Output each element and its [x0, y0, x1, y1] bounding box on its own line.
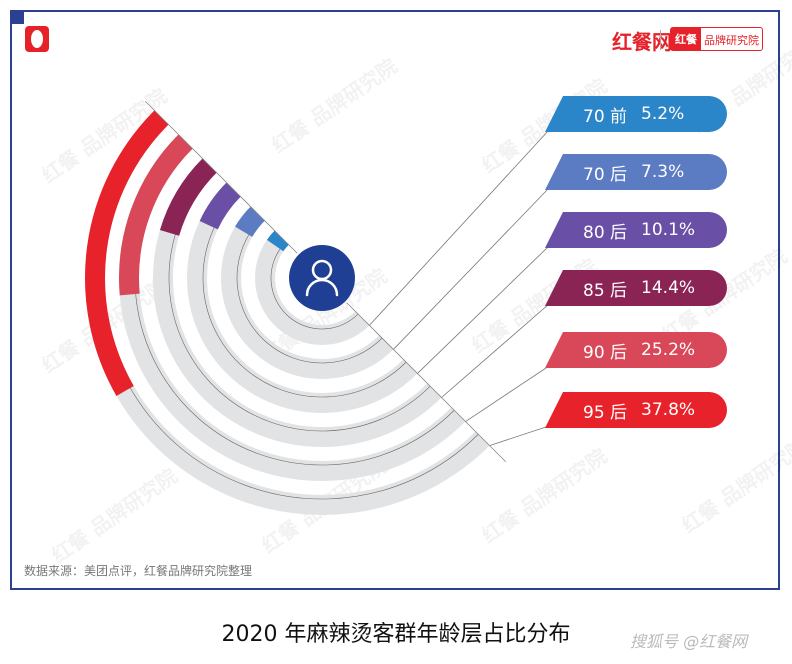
category-label: 85 后 — [583, 280, 628, 301]
category-label: 70 前 — [583, 106, 628, 127]
bar-85 后 — [159, 158, 217, 236]
chart-title: 2020 年麻辣烫客群年龄层占比分布 — [221, 622, 571, 647]
track-1 — [221, 206, 394, 379]
frame-corner — [10, 10, 24, 24]
leader-line-5 — [489, 425, 550, 446]
category-label: 95 后 — [583, 402, 628, 423]
label-pill-4: 90 后 25.2% — [545, 332, 727, 368]
attribution-watermark: 搜狐号 @红餐网 — [630, 632, 748, 651]
value-label: 37.8% — [641, 400, 696, 420]
label-pill-2: 80 后 10.1% — [545, 212, 727, 248]
brand-institute-logo: 红餐 品牌研究院 — [670, 27, 763, 51]
user-icon-body — [305, 278, 339, 297]
brand-logo-icon — [25, 26, 49, 52]
leader-line-3 — [441, 303, 550, 398]
track-line-1 — [236, 226, 383, 364]
bar-80 后 — [199, 182, 241, 230]
value-label: 5.2% — [641, 104, 685, 124]
leader-line-4 — [465, 365, 550, 422]
brand-box-text: 品牌研究院 — [704, 34, 759, 47]
bar-90 后 — [119, 134, 193, 296]
data-source: 数据来源：美团点评，红餐品牌研究院整理 — [24, 564, 253, 578]
label-pill-3: 85 后 14.4% — [545, 270, 727, 306]
bar-70 后 — [235, 206, 265, 238]
track-2 — [187, 182, 418, 413]
chart-frame — [10, 10, 780, 590]
leader-line-2 — [417, 245, 550, 374]
track-line-3 — [168, 185, 431, 432]
value-label: 7.3% — [641, 162, 685, 182]
end-axis-line — [346, 302, 507, 463]
leader-line-1 — [393, 187, 550, 350]
track-line-2 — [202, 206, 407, 398]
value-label: 14.4% — [641, 278, 696, 298]
track-line-0 — [270, 247, 359, 330]
category-label: 90 后 — [583, 342, 628, 363]
brand-divider — [660, 30, 661, 50]
radial-bar-chart — [85, 100, 550, 515]
start-axis-line — [144, 100, 298, 254]
label-pill-1: 70 后 7.3% — [545, 154, 727, 190]
brand-name: 红餐网 — [612, 30, 672, 54]
category-label: 80 后 — [583, 222, 628, 243]
value-label: 25.2% — [641, 340, 696, 360]
bar-70 前 — [266, 230, 289, 252]
leader-line-0 — [369, 129, 550, 326]
category-label: 70 后 — [583, 164, 628, 185]
brand-box-red: 红餐 — [671, 28, 701, 50]
value-label: 10.1% — [641, 220, 696, 240]
label-pill-5: 95 后 37.8% — [545, 392, 727, 428]
track-0 — [255, 230, 370, 345]
bar-95 后 — [85, 110, 169, 396]
label-pill-0: 70 前 5.2% — [545, 96, 727, 132]
